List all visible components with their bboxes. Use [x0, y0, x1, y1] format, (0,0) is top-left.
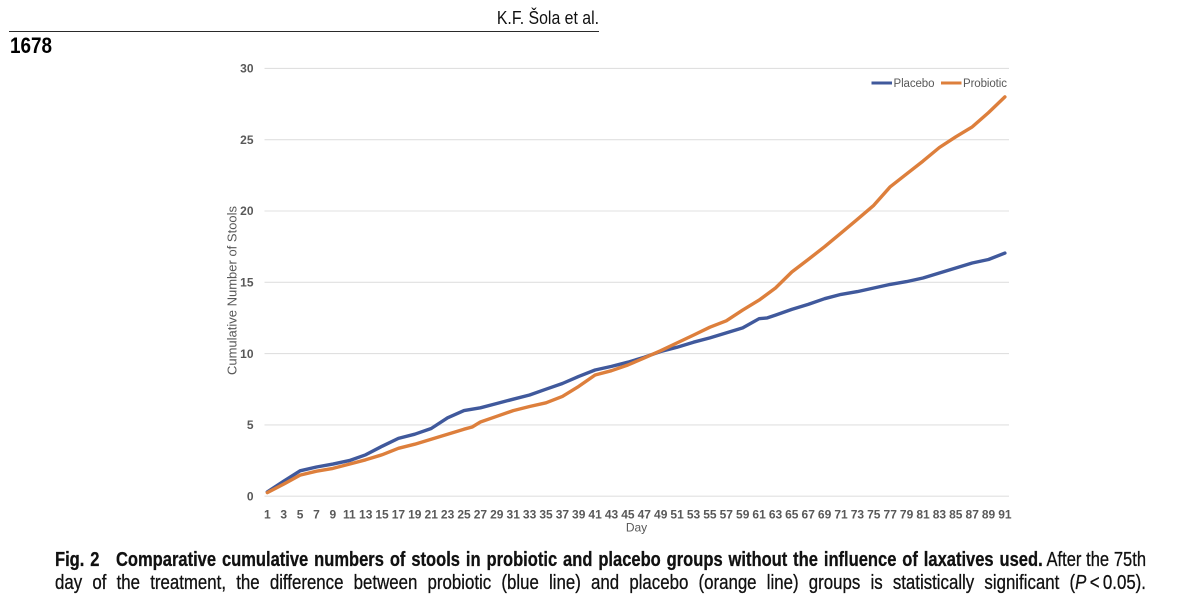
svg-text:19: 19	[408, 507, 422, 521]
svg-text:15: 15	[375, 507, 389, 521]
svg-text:39: 39	[572, 507, 586, 521]
svg-text:73: 73	[851, 507, 865, 521]
svg-text:41: 41	[588, 507, 602, 521]
svg-text:Cumulative Number of Stools: Cumulative Number of Stools	[225, 205, 240, 375]
svg-text:23: 23	[441, 507, 455, 521]
svg-text:9: 9	[330, 507, 337, 521]
svg-text:37: 37	[556, 507, 570, 521]
svg-text:13: 13	[359, 507, 373, 521]
svg-text:33: 33	[523, 507, 537, 521]
svg-text:5: 5	[247, 418, 254, 432]
svg-text:51: 51	[670, 507, 684, 521]
svg-text:5: 5	[297, 507, 304, 521]
svg-text:45: 45	[621, 507, 635, 521]
svg-text:47: 47	[638, 507, 652, 521]
svg-text:Day: Day	[626, 521, 647, 535]
svg-text:81: 81	[916, 507, 930, 521]
svg-text:10: 10	[240, 347, 254, 361]
svg-text:30: 30	[240, 62, 254, 76]
svg-text:89: 89	[982, 507, 996, 521]
svg-text:79: 79	[900, 507, 914, 521]
svg-text:71: 71	[834, 507, 848, 521]
svg-text:53: 53	[687, 507, 701, 521]
svg-text:77: 77	[884, 507, 898, 521]
svg-text:1: 1	[264, 507, 271, 521]
svg-text:69: 69	[818, 507, 832, 521]
svg-text:3: 3	[280, 507, 287, 521]
svg-text:17: 17	[392, 507, 406, 521]
svg-text:57: 57	[720, 507, 734, 521]
svg-text:11: 11	[343, 507, 356, 521]
svg-text:25: 25	[457, 507, 471, 521]
svg-text:21: 21	[425, 507, 439, 521]
svg-text:7: 7	[313, 507, 320, 521]
svg-text:Probiotic: Probiotic	[963, 78, 1007, 90]
svg-text:35: 35	[539, 507, 553, 521]
svg-text:43: 43	[605, 507, 619, 521]
svg-text:75: 75	[867, 507, 881, 521]
svg-text:Placebo: Placebo	[894, 78, 935, 90]
svg-text:27: 27	[474, 507, 488, 521]
svg-text:63: 63	[769, 507, 783, 521]
svg-text:29: 29	[490, 507, 504, 521]
svg-text:0: 0	[247, 489, 254, 503]
svg-text:61: 61	[752, 507, 766, 521]
svg-text:55: 55	[703, 507, 717, 521]
svg-text:25: 25	[240, 133, 254, 147]
svg-text:87: 87	[966, 507, 980, 521]
svg-text:49: 49	[654, 507, 668, 521]
svg-text:85: 85	[949, 507, 963, 521]
svg-text:91: 91	[998, 507, 1012, 521]
svg-text:15: 15	[240, 276, 254, 290]
svg-text:65: 65	[785, 507, 799, 521]
svg-text:31: 31	[507, 507, 521, 521]
svg-text:67: 67	[802, 507, 816, 521]
svg-text:83: 83	[933, 507, 947, 521]
svg-text:20: 20	[240, 204, 254, 218]
svg-text:59: 59	[736, 507, 750, 521]
